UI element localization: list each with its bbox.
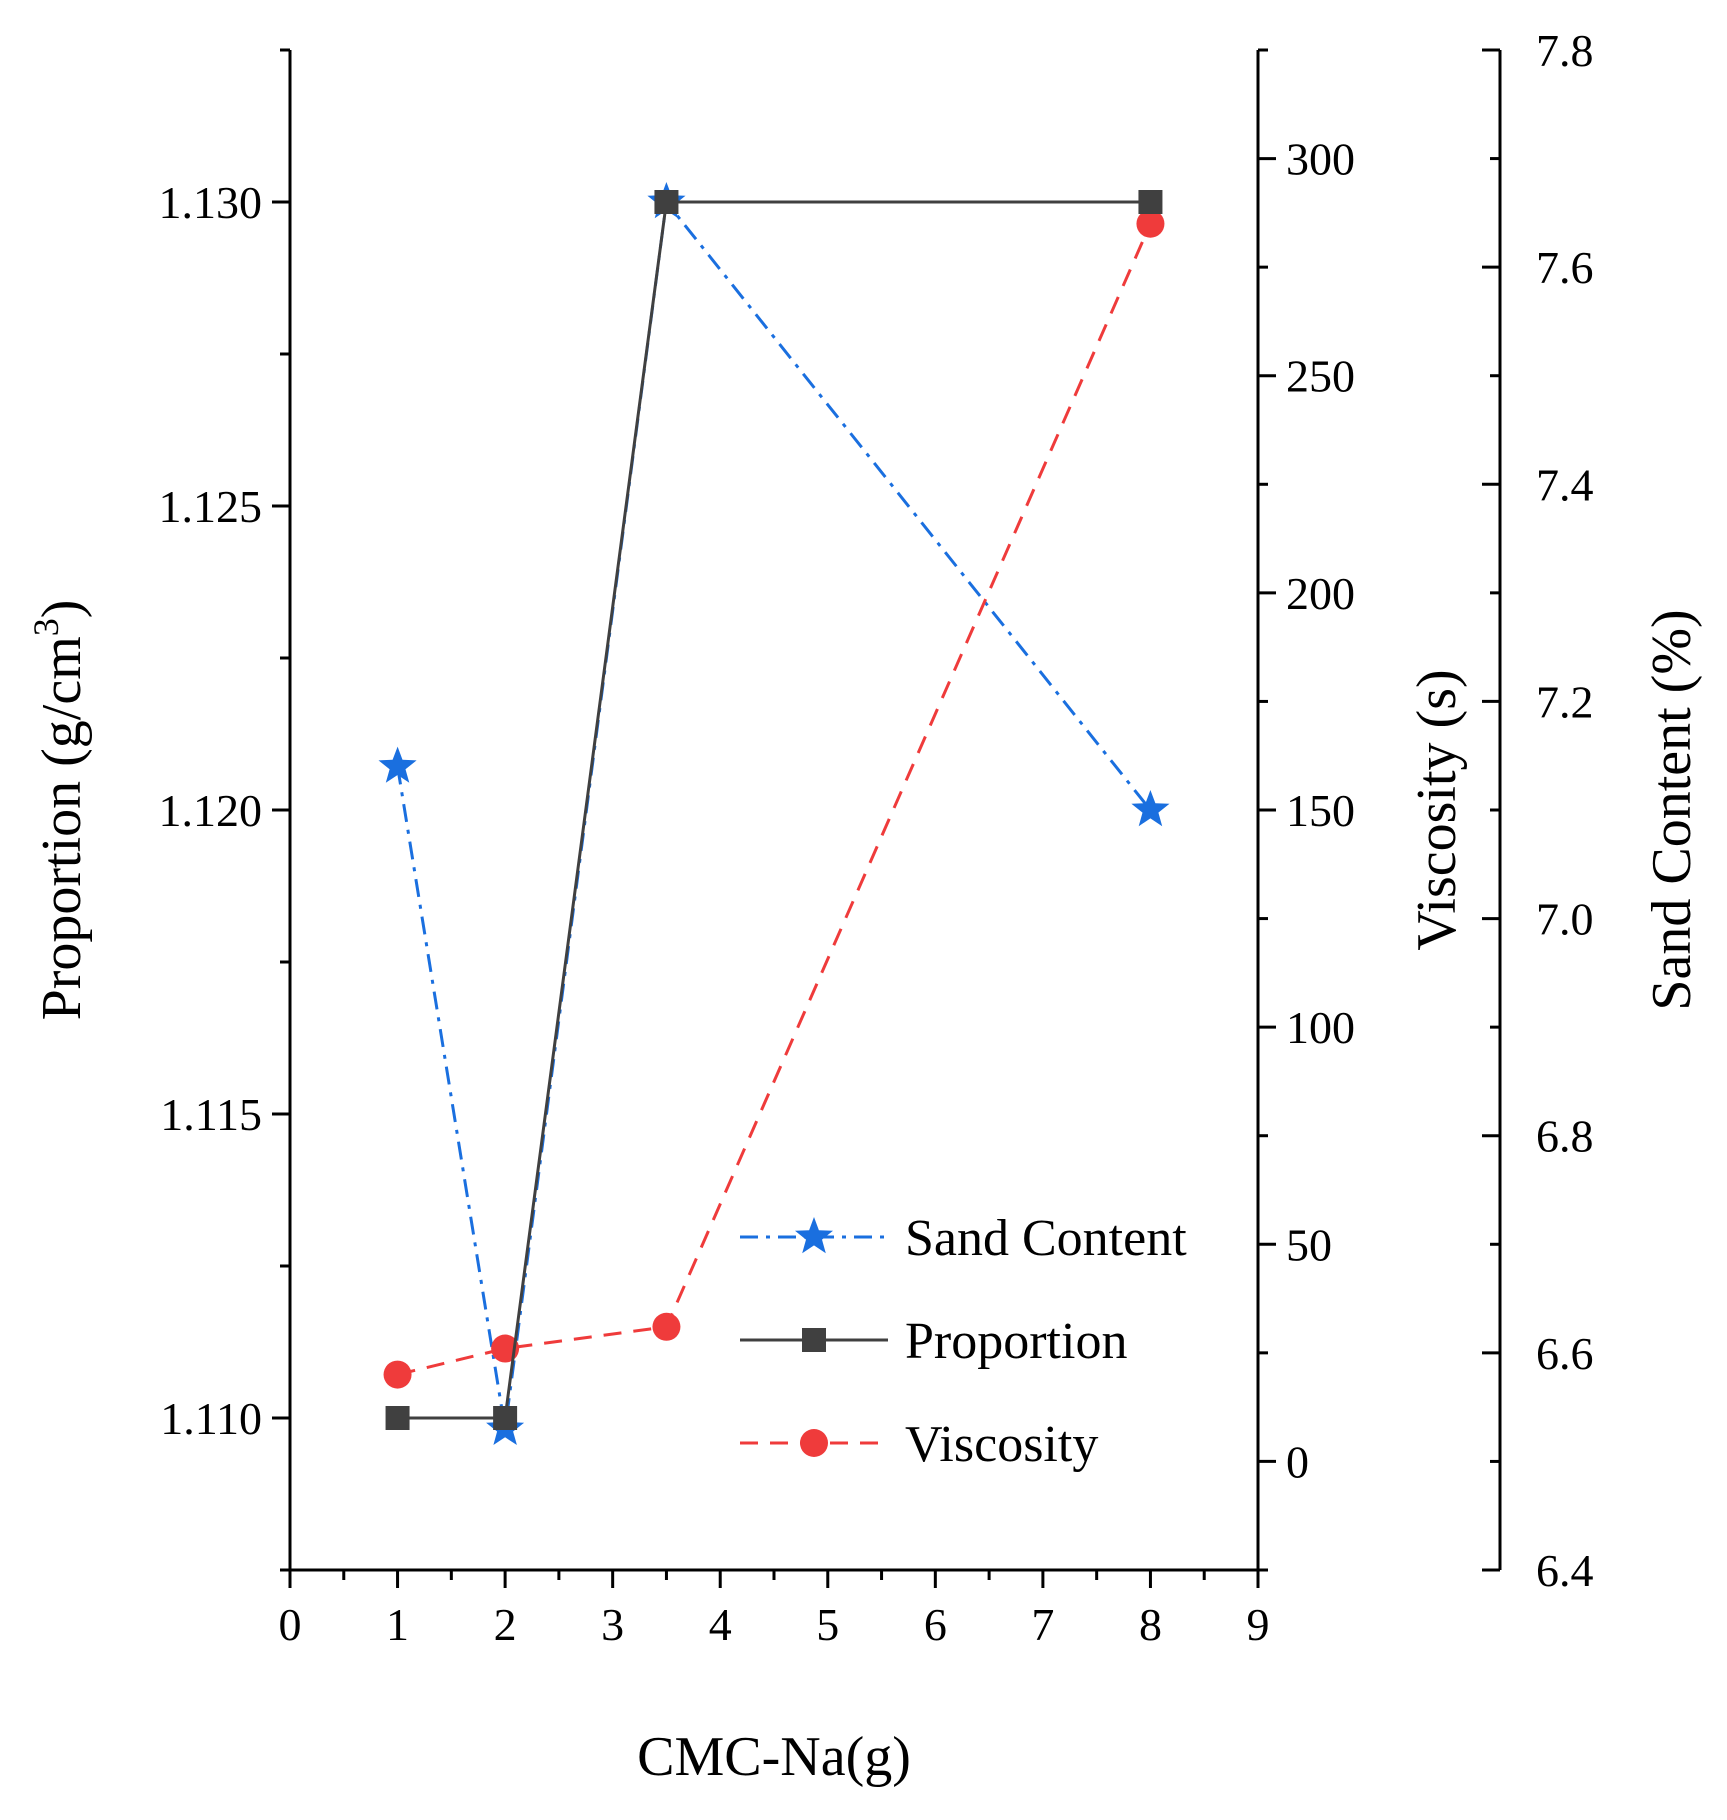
sand-tick-label: 7.6	[1536, 242, 1594, 293]
x-tick-label: 7	[1031, 1599, 1054, 1650]
x-tick-label: 8	[1139, 1599, 1162, 1650]
legend-item-sand-content: Sand Content	[740, 1210, 1187, 1267]
viscosity-tick-label: 300	[1286, 134, 1355, 185]
legend-label: Sand Content	[905, 1210, 1187, 1267]
proportion-axis-title-superscript: 3	[26, 618, 66, 636]
data-point-viscosity	[652, 1312, 681, 1341]
proportion-tick-label: 1.110	[160, 1393, 262, 1444]
viscosity-axis-ticks: 0 50 100 150 200 250 300	[1258, 48, 1355, 1572]
x-tick-label: 9	[1247, 1599, 1270, 1650]
x-tick-label: 6	[924, 1599, 947, 1650]
data-point-sand-content	[1131, 790, 1170, 827]
x-tick-label: 3	[601, 1599, 624, 1650]
x-tick-label: 1	[386, 1599, 409, 1650]
sand-tick-label: 7.0	[1536, 894, 1594, 945]
data-point-proportion	[493, 1406, 518, 1430]
viscosity-tick-label: 150	[1286, 785, 1355, 836]
viscosity-tick-label: 250	[1286, 351, 1355, 402]
sand-tick-label: 6.6	[1536, 1328, 1594, 1379]
data-point-proportion	[385, 1406, 410, 1430]
proportion-tick-label: 1.120	[159, 785, 263, 836]
sand-tick-label: 7.8	[1536, 25, 1594, 76]
proportion-axis-title-suffix: )	[31, 600, 93, 619]
x-axis-ticks: 0 1 2 3 4 5 6 7 8 9	[279, 1570, 1270, 1650]
data-point-viscosity	[1136, 209, 1165, 238]
x-tick-label: 2	[494, 1599, 517, 1650]
data-point-proportion	[1138, 190, 1163, 214]
legend: Sand Content Proportion Viscosity	[740, 1210, 1187, 1473]
data-point-sand-content	[378, 746, 417, 783]
series-line-sand-content	[396, 198, 1152, 1430]
legend-item-viscosity: Viscosity	[740, 1416, 1098, 1473]
x-tick-label: 5	[816, 1599, 839, 1650]
legend-item-proportion: Proportion	[740, 1313, 1127, 1370]
x-tick-label: 0	[279, 1599, 302, 1650]
proportion-axis-title: Proportion (g/cm3)	[26, 600, 93, 1021]
data-point-proportion	[654, 190, 679, 214]
sand-tick-label: 7.2	[1536, 676, 1594, 727]
sand-tick-label: 7.4	[1536, 459, 1594, 510]
series-proportion	[385, 190, 1163, 1430]
sand-axis-ticks: 6.4 6.6 6.8 7.0 7.2 7.4 7.6 7.8	[1482, 25, 1594, 1596]
viscosity-tick-label: 100	[1286, 1002, 1355, 1053]
legend-label: Proportion	[905, 1313, 1127, 1370]
proportion-axis-title-main: Proportion (g/cm	[31, 636, 93, 1020]
x-axis-title: CMC-Na(g)	[637, 1726, 911, 1788]
legend-marker	[800, 1429, 828, 1457]
series-line-viscosity	[397, 223, 1152, 1377]
sand-axis-title: Sand Content (%)	[1641, 609, 1703, 1010]
viscosity-tick-label: 0	[1286, 1436, 1309, 1487]
legend-marker	[795, 1217, 833, 1254]
proportion-tick-label: 1.130	[159, 177, 263, 228]
x-tick-label: 4	[709, 1599, 732, 1650]
series-layer	[378, 182, 1170, 1445]
sand-tick-label: 6.4	[1536, 1545, 1594, 1596]
viscosity-tick-label: 200	[1286, 568, 1355, 619]
sand-tick-label: 6.8	[1536, 1111, 1594, 1162]
proportion-axis-ticks: 1.110 1.115 1.120 1.125 1.130	[159, 48, 290, 1572]
viscosity-axis-title: Viscosity (s)	[1406, 669, 1468, 950]
legend-label: Viscosity	[905, 1416, 1098, 1473]
data-point-viscosity	[383, 1360, 412, 1389]
series-line-proportion	[397, 200, 1151, 1420]
proportion-tick-label: 1.115	[160, 1089, 262, 1140]
proportion-tick-label: 1.125	[159, 481, 263, 532]
viscosity-tick-label: 50	[1286, 1219, 1332, 1270]
legend-marker	[802, 1328, 826, 1352]
